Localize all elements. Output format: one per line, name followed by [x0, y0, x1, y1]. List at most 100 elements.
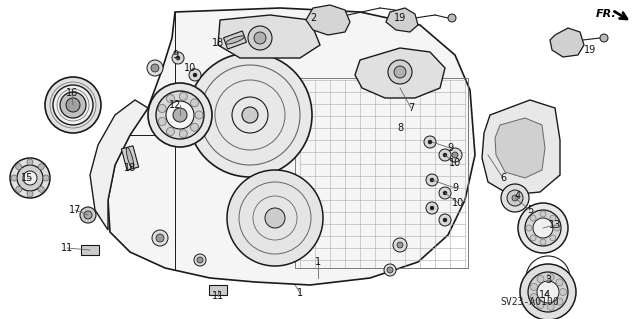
- Text: 1: 1: [297, 288, 303, 298]
- Circle shape: [151, 64, 159, 72]
- Polygon shape: [108, 8, 475, 285]
- Polygon shape: [209, 285, 227, 295]
- Circle shape: [430, 178, 434, 182]
- Circle shape: [501, 184, 529, 212]
- Circle shape: [531, 293, 538, 300]
- Circle shape: [194, 254, 206, 266]
- Circle shape: [27, 159, 33, 165]
- Circle shape: [197, 257, 203, 263]
- Circle shape: [166, 101, 194, 129]
- Circle shape: [156, 91, 204, 139]
- Circle shape: [166, 94, 175, 102]
- Text: 9: 9: [452, 183, 458, 193]
- Circle shape: [533, 218, 553, 238]
- Circle shape: [520, 264, 576, 319]
- Circle shape: [191, 99, 198, 107]
- Circle shape: [156, 234, 164, 242]
- Text: FR.: FR.: [596, 9, 617, 19]
- Circle shape: [530, 235, 536, 241]
- Text: 19: 19: [584, 45, 596, 55]
- Circle shape: [430, 206, 434, 210]
- Text: 10: 10: [184, 63, 196, 73]
- Circle shape: [38, 164, 44, 170]
- Circle shape: [537, 301, 544, 308]
- Text: 3: 3: [545, 275, 551, 285]
- Circle shape: [540, 211, 546, 217]
- Circle shape: [554, 225, 560, 231]
- Circle shape: [11, 175, 17, 181]
- Polygon shape: [218, 15, 320, 58]
- Circle shape: [443, 191, 447, 195]
- Circle shape: [384, 264, 396, 276]
- Text: 17: 17: [69, 205, 81, 215]
- Circle shape: [448, 148, 462, 162]
- Circle shape: [265, 208, 285, 228]
- Circle shape: [152, 230, 168, 246]
- Circle shape: [193, 73, 197, 77]
- Circle shape: [158, 105, 166, 113]
- Text: 11: 11: [61, 243, 73, 253]
- Polygon shape: [355, 48, 445, 98]
- Circle shape: [38, 186, 44, 192]
- Circle shape: [512, 195, 518, 201]
- Circle shape: [448, 14, 456, 22]
- Text: SV23-A0100: SV23-A0100: [500, 297, 559, 307]
- Circle shape: [439, 149, 451, 161]
- Circle shape: [547, 303, 554, 310]
- Circle shape: [518, 203, 568, 253]
- Circle shape: [550, 215, 556, 221]
- Polygon shape: [81, 245, 99, 255]
- Circle shape: [173, 108, 187, 122]
- Text: 12: 12: [169, 100, 181, 110]
- Circle shape: [537, 281, 559, 303]
- Circle shape: [383, 61, 397, 75]
- Text: 15: 15: [21, 173, 33, 183]
- Circle shape: [195, 111, 203, 119]
- Circle shape: [443, 218, 447, 222]
- Circle shape: [525, 210, 561, 246]
- Circle shape: [526, 225, 532, 231]
- Text: 9: 9: [172, 50, 178, 60]
- Circle shape: [166, 128, 175, 136]
- Circle shape: [248, 26, 272, 50]
- Circle shape: [556, 298, 563, 305]
- Circle shape: [16, 186, 22, 192]
- Circle shape: [388, 60, 412, 84]
- Polygon shape: [495, 118, 545, 178]
- Circle shape: [179, 92, 188, 100]
- Text: 2: 2: [310, 13, 316, 23]
- Circle shape: [23, 171, 37, 185]
- Text: 5: 5: [527, 205, 533, 215]
- Text: 9: 9: [447, 143, 453, 153]
- Text: 13: 13: [549, 220, 561, 230]
- Circle shape: [10, 158, 50, 198]
- Circle shape: [16, 164, 22, 170]
- Circle shape: [439, 187, 451, 199]
- Circle shape: [387, 267, 393, 273]
- Circle shape: [550, 235, 556, 241]
- Circle shape: [17, 165, 43, 191]
- Text: 6: 6: [500, 173, 506, 183]
- Circle shape: [53, 85, 93, 125]
- Text: 10: 10: [449, 158, 461, 168]
- Circle shape: [452, 152, 458, 158]
- Circle shape: [188, 53, 312, 177]
- Circle shape: [528, 272, 568, 312]
- Text: 8: 8: [397, 123, 403, 133]
- Text: 10: 10: [452, 198, 464, 208]
- Circle shape: [147, 60, 163, 76]
- Text: 19: 19: [394, 13, 406, 23]
- Circle shape: [397, 242, 403, 248]
- Circle shape: [507, 190, 523, 206]
- Circle shape: [66, 98, 80, 112]
- Circle shape: [227, 170, 323, 266]
- Text: 18: 18: [124, 163, 136, 173]
- Polygon shape: [550, 28, 584, 57]
- Circle shape: [531, 283, 538, 290]
- Circle shape: [537, 276, 544, 283]
- Text: 16: 16: [66, 88, 78, 98]
- Polygon shape: [223, 31, 246, 49]
- Text: 14: 14: [539, 290, 551, 300]
- Circle shape: [600, 34, 608, 42]
- Circle shape: [27, 191, 33, 197]
